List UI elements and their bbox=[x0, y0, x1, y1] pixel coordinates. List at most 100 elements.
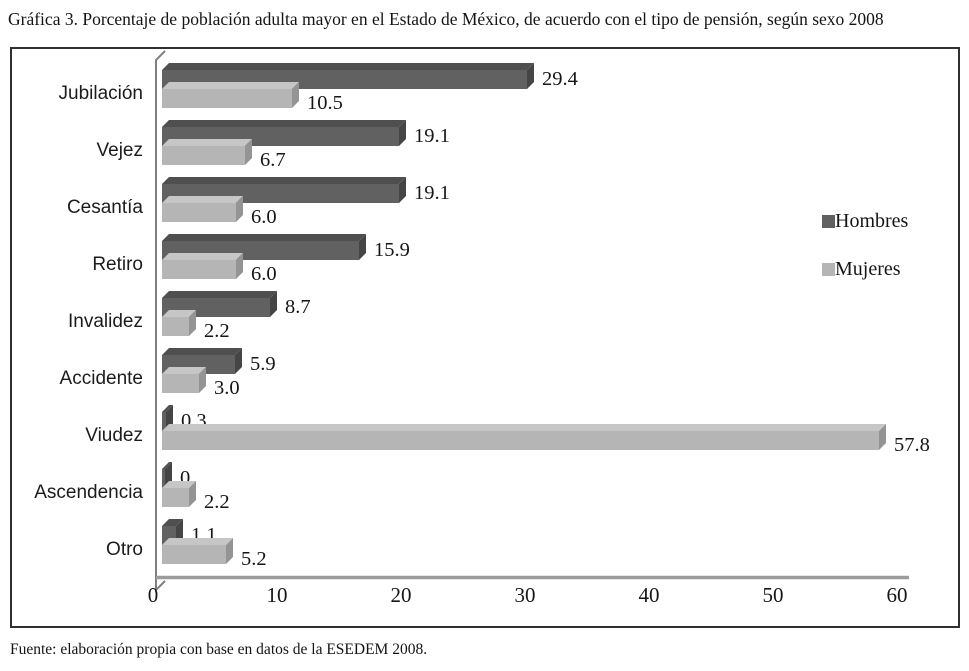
category-label-otro: Otro bbox=[106, 539, 143, 560]
plot-area: Jubilación Vejez Cesantía Retiro Invalidez Ac… bbox=[12, 49, 958, 626]
bar-hombres-viudez bbox=[162, 405, 173, 431]
bar-face-cap bbox=[245, 139, 252, 165]
bar-face-topface bbox=[162, 519, 183, 526]
bar-face-topface bbox=[162, 538, 233, 545]
value-label-mujeres-cesantia: 6.0 bbox=[251, 206, 277, 228]
bar-face-topface bbox=[162, 310, 196, 317]
chart-title: Gráfica 3. Porcentaje de población adult… bbox=[8, 9, 884, 29]
bar-face-cap bbox=[292, 82, 299, 108]
value-label-mujeres-invalidez: 2.2 bbox=[204, 320, 230, 342]
x-tick-50: 50 bbox=[762, 583, 784, 607]
bar-mujeres-retiro bbox=[162, 253, 243, 279]
bar-face-topface bbox=[162, 120, 406, 127]
bar-face-cap bbox=[166, 405, 173, 431]
value-label-mujeres-vejez: 6.7 bbox=[260, 149, 286, 171]
bar-mujeres-invalidez bbox=[162, 310, 196, 336]
bar-face-front bbox=[162, 146, 245, 165]
bar-face-cap bbox=[226, 538, 233, 564]
value-label-mujeres-jubilacion: 10.5 bbox=[307, 92, 343, 114]
value-label-hombres-retiro: 15.9 bbox=[374, 239, 410, 261]
bar-face-topface bbox=[162, 82, 299, 89]
bar-face-topface bbox=[162, 177, 406, 184]
category-label-cesantia: Cesantía bbox=[66, 197, 143, 218]
bar-face-front bbox=[162, 89, 292, 108]
bar-face-cap bbox=[359, 234, 366, 260]
category-label-jubilacion: Jubilación bbox=[58, 83, 144, 104]
bar-face-topface bbox=[162, 405, 173, 412]
bar-face-front bbox=[162, 469, 165, 488]
bar-mujeres-cesantia bbox=[162, 196, 243, 222]
bar-face-front bbox=[162, 203, 236, 222]
x-tick-20: 20 bbox=[390, 583, 412, 607]
value-label-mujeres-retiro: 6.0 bbox=[251, 263, 277, 285]
value-label-hombres-jubilacion: 29.4 bbox=[542, 68, 578, 90]
bar-mujeres-vejez bbox=[162, 139, 252, 165]
bar-face-cap bbox=[879, 424, 886, 450]
bar-face-topface bbox=[162, 234, 366, 241]
bar-face-cap bbox=[236, 196, 243, 222]
value-label-hombres-vejez: 19.1 bbox=[414, 125, 450, 147]
category-label-vejez: Vejez bbox=[96, 140, 143, 161]
value-label-hombres-ascendencia: 0 bbox=[180, 467, 191, 489]
bar-mujeres-accidente bbox=[162, 367, 206, 393]
legend-label-hombres: Hombres bbox=[835, 210, 909, 232]
bar-face-front bbox=[162, 545, 226, 564]
bar-hombres-ascendencia bbox=[162, 462, 172, 488]
bar-face-cap bbox=[189, 310, 196, 336]
category-label-retiro: Retiro bbox=[92, 254, 143, 275]
bar-mujeres-ascendencia bbox=[162, 481, 196, 507]
bar-face-front bbox=[162, 488, 189, 507]
bar-mujeres-jubilacion bbox=[162, 82, 299, 108]
bar-face-cap bbox=[236, 253, 243, 279]
category-label-invalidez: Invalidez bbox=[68, 311, 143, 332]
chart-area: Jubilación Vejez Cesantía Retiro Invalidez Ac… bbox=[10, 47, 960, 628]
bar-face-front bbox=[162, 412, 166, 431]
legend-swatch-hombres bbox=[822, 215, 835, 228]
bar-face-front bbox=[162, 374, 199, 393]
y-axis-3d-wall bbox=[155, 50, 166, 593]
bar-face-topface bbox=[162, 367, 206, 374]
source-note: Fuente: elaboración propia con base en d… bbox=[10, 641, 428, 658]
bar-face-front bbox=[162, 431, 879, 450]
bar-face-cap bbox=[399, 120, 406, 146]
value-label-mujeres-viudez: 57.8 bbox=[894, 434, 930, 456]
x-tick-0: 0 bbox=[147, 583, 159, 607]
bar-face-cap bbox=[176, 519, 183, 545]
bar-face-cap bbox=[399, 177, 406, 203]
category-label-ascendencia: Ascendencia bbox=[34, 482, 143, 503]
legend-item-mujeres: Mujeres bbox=[822, 259, 908, 280]
bar-mujeres-otro bbox=[162, 538, 233, 564]
bar-face-topface bbox=[162, 481, 196, 488]
bar-face-topface bbox=[162, 253, 243, 260]
legend-swatch-mujeres bbox=[822, 263, 835, 276]
value-label-hombres-cesantia: 19.1 bbox=[414, 182, 450, 204]
bar-face-cap bbox=[199, 367, 206, 393]
bar-mujeres-viudez bbox=[162, 424, 886, 450]
bar-face-topface bbox=[162, 196, 243, 203]
bar-face-cap bbox=[189, 481, 196, 507]
value-label-hombres-invalidez: 8.7 bbox=[285, 296, 311, 318]
bar-face-topface bbox=[162, 63, 534, 70]
x-tick-40: 40 bbox=[638, 583, 660, 607]
x-tick-10: 10 bbox=[266, 583, 288, 607]
value-label-mujeres-accidente: 3.0 bbox=[214, 377, 240, 399]
value-label-mujeres-ascendencia: 2.2 bbox=[204, 491, 230, 513]
bar-face-topface bbox=[162, 424, 886, 431]
bar-face-topface bbox=[162, 348, 242, 355]
x-tick-30: 30 bbox=[514, 583, 536, 607]
legend: Hombres Mujeres bbox=[822, 211, 908, 307]
legend-item-hombres: Hombres bbox=[822, 211, 908, 232]
bar-face-topface bbox=[162, 139, 252, 146]
bar-face-cap bbox=[235, 348, 242, 374]
bar-face-topface bbox=[162, 462, 172, 469]
axis-lines bbox=[155, 50, 909, 593]
category-label-accidente: Accidente bbox=[59, 368, 143, 389]
category-label-viudez: Viudez bbox=[85, 425, 143, 446]
value-label-hombres-accidente: 5.9 bbox=[250, 353, 276, 375]
bar-face-cap bbox=[270, 291, 277, 317]
legend-label-mujeres: Mujeres bbox=[835, 258, 901, 280]
bar-face-cap bbox=[527, 63, 534, 89]
bar-face-front bbox=[162, 260, 236, 279]
bar-face-front bbox=[162, 317, 189, 336]
